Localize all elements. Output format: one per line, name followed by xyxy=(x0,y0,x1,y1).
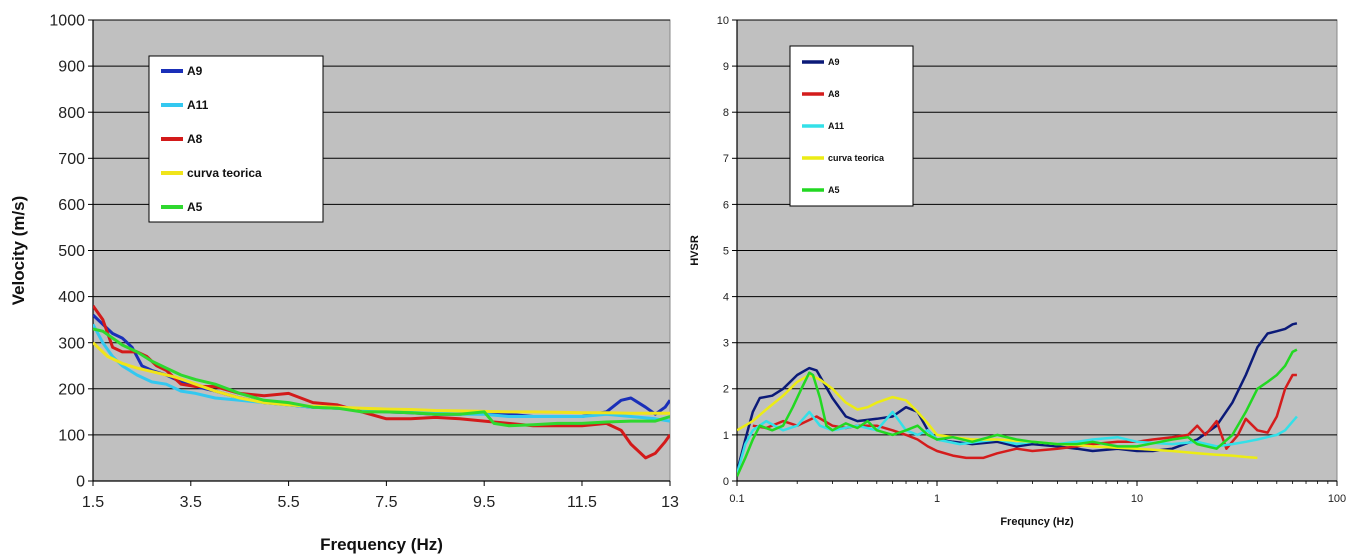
x-tick-label: 3.5 xyxy=(180,494,202,511)
legend-label: A9 xyxy=(828,57,840,67)
y-tick-label: 100 xyxy=(58,428,85,445)
y-tick-label: 700 xyxy=(58,151,85,168)
series-line-a5 xyxy=(737,348,1298,477)
series-line-a5 xyxy=(93,327,670,428)
y-tick-label: 800 xyxy=(58,105,85,122)
x-tick-label: 0.1 xyxy=(729,493,744,505)
legend-label: A8 xyxy=(828,89,840,99)
y-tick-label: 200 xyxy=(58,381,85,398)
legend-label: A9 xyxy=(187,64,203,78)
y-tick-label: 9 xyxy=(723,61,729,73)
legend-label: A11 xyxy=(828,121,844,131)
y-tick-label: 10 xyxy=(717,15,729,27)
x-axis-title: Frequency (Hz) xyxy=(320,535,443,554)
x-tick-label: 7.5 xyxy=(375,494,397,511)
y-tick-label: 900 xyxy=(58,59,85,76)
x-tick-label: 11.5 xyxy=(567,494,597,511)
x-tick-label: 9.5 xyxy=(473,494,495,511)
legend-label: A8 xyxy=(187,132,203,146)
x-axis-title: Frequncy (Hz) xyxy=(1000,516,1074,528)
legend-label: A11 xyxy=(187,98,209,112)
y-tick-label: 5 xyxy=(723,245,729,257)
legend-label: A5 xyxy=(187,200,203,214)
velocity-chart-panel: 0 100 200 300 400 500 600 700 800 900 1000 1.5 3.5 5.… xyxy=(9,13,679,554)
hvsr-chart-panel: 0 1 2 3 4 5 6 7 8 9 10 0.1 1 10 100 A9 A8 A11 curva teoric… xyxy=(680,0,1355,558)
velocity-chart: 0 100 200 300 400 500 600 700 800 900 1000 1.5 3.5 5.… xyxy=(9,13,679,554)
x-tick-label: 5.5 xyxy=(277,494,299,511)
y-axis-title: Velocity (m/s) xyxy=(9,196,28,306)
legend-label: curva teorica xyxy=(187,166,262,180)
legend-label: A5 xyxy=(828,185,840,195)
legend-label: curva teorica xyxy=(828,153,885,163)
y-tick-label: 7 xyxy=(723,153,729,165)
x-tick-label: 10 xyxy=(1131,493,1143,505)
y-tick-label: 400 xyxy=(58,289,85,306)
x-tick-label: 1 xyxy=(934,493,940,505)
y-axis-title: HVSR xyxy=(689,235,701,266)
hvsr-chart: 0 1 2 3 4 5 6 7 8 9 10 0.1 1 10 100 A9 A8 A11 curva teoric… xyxy=(689,15,1346,528)
y-tick-label: 3 xyxy=(723,338,729,350)
y-tick-label: 0 xyxy=(76,474,85,491)
series-line-a9 xyxy=(737,322,1298,473)
series-line-curva-teorica xyxy=(93,341,670,415)
y-tick-label: 1 xyxy=(723,430,729,442)
x-tick-label: 1.5 xyxy=(82,494,104,511)
y-tick-label: 4 xyxy=(723,291,729,303)
y-tick-label: 0 xyxy=(723,476,729,488)
series-line-curva-teorica xyxy=(737,373,1258,460)
y-tick-label: 1000 xyxy=(49,13,85,30)
y-tick-label: 2 xyxy=(723,384,729,396)
y-tick-label: 500 xyxy=(58,243,85,260)
y-tick-label: 600 xyxy=(58,197,85,214)
x-tick-label: 13 xyxy=(661,494,679,511)
y-tick-label: 300 xyxy=(58,335,85,352)
y-tick-label: 8 xyxy=(723,107,729,119)
y-tick-label: 6 xyxy=(723,199,729,211)
x-tick-label: 100 xyxy=(1328,493,1346,505)
